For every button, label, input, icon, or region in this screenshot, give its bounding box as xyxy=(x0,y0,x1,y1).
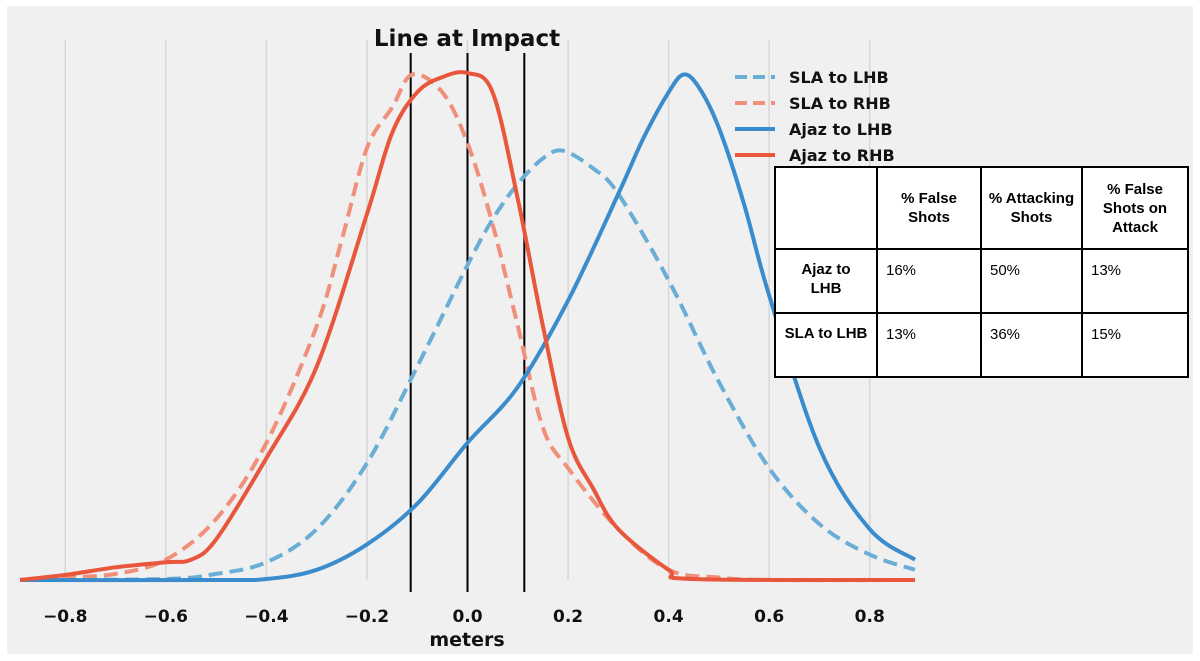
table-header-row: % False Shots % Attacking Shots % False … xyxy=(774,166,1189,250)
x-tick-label: 0.6 xyxy=(754,607,784,627)
series-line-sla-to-lhb xyxy=(19,148,916,582)
x-axis-label: meters xyxy=(429,629,504,651)
legend-label: Ajaz to LHB xyxy=(789,120,893,139)
stats-table: % False Shots % Attacking Shots % False … xyxy=(774,166,1189,378)
series-line-ajaz-to-lhb xyxy=(19,72,917,583)
series-line-ajaz-to-rhb xyxy=(19,70,916,583)
legend: SLA to LHB SLA to RHB Ajaz to LHB Ajaz to R… xyxy=(735,68,895,165)
x-tick-label: −0.6 xyxy=(144,607,188,627)
impact-reference-lines xyxy=(409,53,526,592)
table-cell: 36% xyxy=(980,312,1083,378)
table-header-cell: % Attacking Shots xyxy=(980,166,1083,250)
x-tick-label: −0.4 xyxy=(244,607,289,627)
x-tick-label: 0.2 xyxy=(553,607,583,627)
table-row: Ajaz to LHB 16% 50% 13% xyxy=(774,248,1189,314)
table-cell: 16% xyxy=(876,248,982,314)
x-tick-label: −0.8 xyxy=(43,607,87,627)
table-row-label: Ajaz to LHB xyxy=(774,248,878,314)
density-curves xyxy=(19,70,917,583)
table-cell: 13% xyxy=(1081,248,1189,314)
table-cell: 13% xyxy=(876,312,982,378)
x-axis-ticks: −0.8 −0.6 −0.4 −0.2 0.0 0.2 0.4 0.6 0.8 xyxy=(43,607,885,627)
legend-label: SLA to LHB xyxy=(789,68,889,87)
chart-title: Line at Impact xyxy=(374,26,560,52)
table-cell: 50% xyxy=(980,248,1083,314)
x-tick-label: 0.8 xyxy=(855,607,885,627)
table-header-cell xyxy=(774,166,878,250)
table-row: SLA to LHB 13% 36% 15% xyxy=(774,312,1189,378)
x-tick-label: −0.2 xyxy=(345,607,389,627)
table-header-cell: % False Shots xyxy=(876,166,982,250)
table-header-cell: % False Shots on Attack xyxy=(1081,166,1189,250)
table-row-label: SLA to LHB xyxy=(774,312,878,378)
x-tick-label: 0.4 xyxy=(654,607,684,627)
table-cell: 15% xyxy=(1081,312,1189,378)
legend-label: Ajaz to RHB xyxy=(789,146,895,165)
x-tick-label: 0.0 xyxy=(452,607,482,627)
legend-label: SLA to RHB xyxy=(789,94,891,113)
